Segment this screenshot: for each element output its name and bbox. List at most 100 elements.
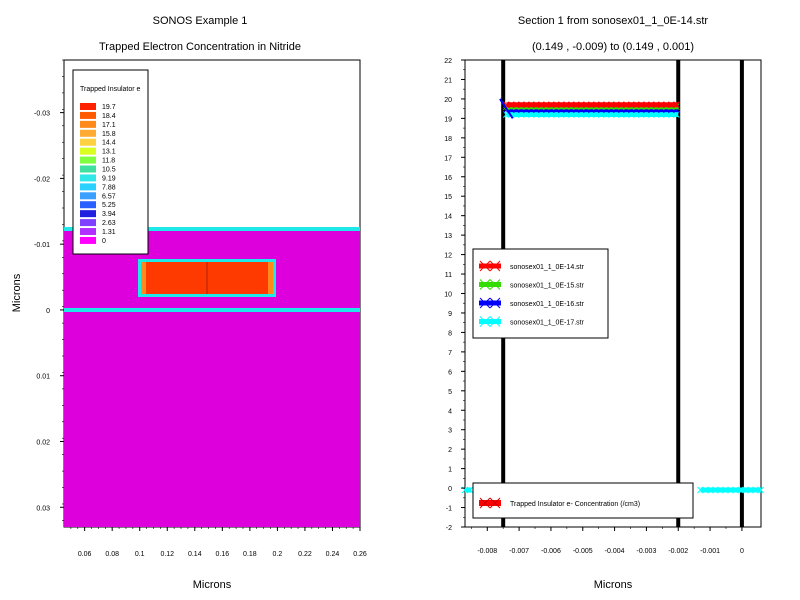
left-y-tick-label: 0.03 xyxy=(36,505,50,512)
series-marker xyxy=(593,101,600,109)
bottom-interface-line xyxy=(64,308,360,312)
series-marker xyxy=(727,486,734,494)
right-y-tick-label: 18 xyxy=(444,136,452,143)
right-x-tick-label: -0.002 xyxy=(668,548,688,555)
left-x-tick-label: 0.2 xyxy=(273,551,283,558)
legend-entry: sonosex01_1_0E-15.str xyxy=(479,279,585,290)
right-x-tick-label: 0 xyxy=(740,548,744,555)
series-marker xyxy=(548,101,555,109)
left-x-tick-label: 0.22 xyxy=(298,551,312,558)
right-chart-subtitle: (0.149 , -0.009) to (0.149 , 0.001) xyxy=(532,41,694,53)
legend-entry-label: sonosex01_1_0E-14.str xyxy=(510,264,585,271)
series-marker xyxy=(513,101,520,109)
right-y-tick-label: 3 xyxy=(448,428,452,435)
series-marker xyxy=(722,486,729,494)
right-x-tick-label: -0.003 xyxy=(636,548,656,555)
right-y-tick-label: 7 xyxy=(448,350,452,357)
legend-level-label: 7.88 xyxy=(102,184,116,191)
left-x-tick-label: 0.26 xyxy=(353,551,367,558)
series-marker xyxy=(603,101,610,109)
legend-entry-marker xyxy=(479,279,491,290)
legend-swatch xyxy=(80,210,96,218)
legend-swatch xyxy=(80,219,96,227)
legend-entry-marker xyxy=(489,279,501,290)
legend-level-label: 14.4 xyxy=(102,140,116,147)
left-x-axis-label: Microns xyxy=(193,579,232,591)
series-1-plot xyxy=(503,101,680,109)
right-series-legend-items: sonosex01_1_0E-14.str sonosex01_1_0E-15.s… xyxy=(479,260,585,327)
right-x-tick-label: -0.001 xyxy=(700,548,720,555)
right-y-tick-label: 8 xyxy=(448,330,452,337)
left-x-tick-label: 0.12 xyxy=(160,551,174,558)
left-x-tick-label: 0.18 xyxy=(243,551,257,558)
legend-swatch xyxy=(80,165,96,173)
series-marker xyxy=(732,486,739,494)
left-chart-title: SONOS Example 1 xyxy=(153,15,248,27)
legend-swatch xyxy=(80,174,96,182)
left-y-tick-label: 0.02 xyxy=(36,439,50,446)
right-y-tick-label: -1 xyxy=(446,506,452,513)
right-y-tick-label: 1 xyxy=(448,467,452,474)
right-y-tick-label: 16 xyxy=(444,175,452,182)
trapped-region-edge-left xyxy=(141,262,147,294)
legend-level-label: 13.1 xyxy=(102,149,116,156)
legend-swatch xyxy=(80,183,96,191)
right-y-tick-label: 22 xyxy=(444,58,452,65)
series-marker xyxy=(583,101,590,109)
series-marker xyxy=(648,101,655,109)
legend-entry-label: sonosex01_1_0E-16.str xyxy=(510,301,585,308)
legend-level-label: 17.1 xyxy=(102,122,116,129)
series-marker xyxy=(553,101,560,109)
series-marker xyxy=(653,101,660,109)
left-legend-title: Trapped Insulator e xyxy=(80,86,141,93)
left-x-tick-label: 0.08 xyxy=(105,551,119,558)
series-marker xyxy=(707,486,714,494)
left-x-axis: 0.06 0.08 0.1 0.12 0.14 0.16 0.18 0.2 0.22 0.24 0.… xyxy=(70,527,367,558)
legend-level-label: 3.94 xyxy=(102,211,116,218)
right-y-tick-label: 21 xyxy=(444,77,452,84)
series-marker xyxy=(518,101,525,109)
legend-level-label: 9.19 xyxy=(102,175,116,182)
series-marker xyxy=(613,101,620,109)
right-y-tick-label: -2 xyxy=(446,525,452,532)
legend-level-label: 18.4 xyxy=(102,113,116,120)
series-marker xyxy=(633,101,640,109)
legend-entry: sonosex01_1_0E-14.str xyxy=(479,260,585,272)
legend-level-label: 10.5 xyxy=(102,167,116,174)
left-x-tick-label: 0.1 xyxy=(135,551,145,558)
series-marker xyxy=(563,101,570,109)
series-marker xyxy=(757,486,764,494)
series-marker xyxy=(638,101,645,109)
right-y-tick-label: 9 xyxy=(448,311,452,318)
series-marker xyxy=(578,101,585,109)
legend-entry-label: sonosex01_1_0E-15.str xyxy=(510,283,585,290)
left-y-tick-label: -0.03 xyxy=(34,111,50,118)
legend-swatch xyxy=(80,236,96,244)
legend-swatch xyxy=(80,111,96,119)
series-marker xyxy=(508,101,515,109)
legend-swatch xyxy=(80,228,96,236)
left-y-axis: -0.03 -0.02 -0.01 0 0.01 0.02 0.03 xyxy=(34,59,64,521)
series-marker xyxy=(528,101,535,109)
right-quantity-legend-swatch xyxy=(479,497,501,509)
left-x-tick-label: 0.16 xyxy=(216,551,230,558)
series-marker xyxy=(533,101,540,109)
left-y-tick-label: 0 xyxy=(46,308,50,315)
left-y-tick-label: -0.01 xyxy=(34,242,50,249)
left-legend-scale: 19.7 18.4 17.1 15.8 14.4 13.1 11.8 10.59.19 7.88… xyxy=(80,103,116,245)
right-y-tick-label: 10 xyxy=(444,292,452,299)
left-x-tick-label: 0.14 xyxy=(188,551,202,558)
right-series-lines xyxy=(461,98,764,494)
legend-swatch xyxy=(80,201,96,209)
right-quantity-legend-box xyxy=(472,482,694,519)
legend-entry-marker xyxy=(479,297,491,309)
legend-level-label: 15.8 xyxy=(102,131,116,138)
trapped-region-edge-right xyxy=(267,262,273,294)
series-marker xyxy=(663,101,670,109)
right-x-tick-label: -0.006 xyxy=(541,548,561,555)
right-quantity-legend-swatch-x-b xyxy=(479,497,491,509)
right-quantity-legend: Trapped Insulator e- Concentration (/cm3… xyxy=(472,482,694,519)
legend-entry: sonosex01_1_0E-16.str xyxy=(479,297,585,309)
series-marker xyxy=(643,101,650,109)
